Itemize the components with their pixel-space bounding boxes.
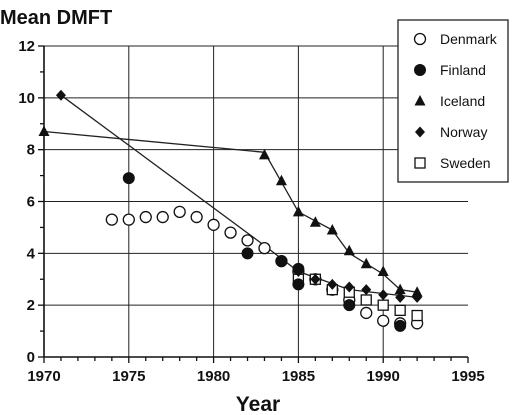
data-point-denmark xyxy=(377,314,390,327)
data-point-norway xyxy=(412,291,423,303)
data-point-denmark xyxy=(190,210,203,224)
data-point-norway xyxy=(327,278,338,290)
data-point-denmark xyxy=(241,234,254,247)
data-point-norway xyxy=(310,273,321,285)
data-point-denmark xyxy=(173,205,186,219)
legend-marker-sweden xyxy=(414,157,426,169)
data-point-denmark xyxy=(224,226,237,239)
data-point-norway xyxy=(344,281,355,293)
data-point-denmark xyxy=(258,241,271,255)
x-tick-label: 1970 xyxy=(27,368,60,385)
data-point-norway xyxy=(395,291,406,303)
x-tick-label: 1975 xyxy=(112,368,145,385)
data-point-norway xyxy=(378,289,389,301)
legend-label-norway: Norway xyxy=(440,124,487,140)
data-point-norway xyxy=(361,284,372,296)
x-tick-label: 1980 xyxy=(197,368,230,385)
tick-labels: 0 2 4 6 8 10 12 1970 1975 1980 1985 1990 1995 xyxy=(18,38,484,385)
legend-label-iceland: Iceland xyxy=(440,93,485,109)
x-tick-label: 1985 xyxy=(282,368,315,385)
legend-label-denmark: Denmark xyxy=(440,31,498,47)
data-point-iceland xyxy=(394,283,406,295)
data-point-sweden xyxy=(411,309,423,322)
data-point-finland xyxy=(343,299,356,312)
axes xyxy=(38,45,469,363)
data-point-denmark xyxy=(156,210,169,224)
data-point-denmark xyxy=(360,306,373,320)
data-point-iceland xyxy=(411,286,423,297)
legend-marker-denmark xyxy=(413,32,427,46)
y-tick-label: 0 xyxy=(27,349,35,366)
data-point-iceland xyxy=(343,244,355,256)
data-point-finland xyxy=(394,319,407,332)
data-point-iceland xyxy=(38,125,50,137)
x-tick-label: 1995 xyxy=(451,368,484,385)
legend-label-finland: Finland xyxy=(440,62,486,78)
data-points xyxy=(38,89,424,332)
data-point-finland xyxy=(241,247,254,260)
data-point-denmark xyxy=(122,213,135,226)
data-point-iceland xyxy=(292,205,304,217)
data-point-sweden xyxy=(377,299,389,311)
data-point-sweden xyxy=(360,294,372,306)
data-point-sweden xyxy=(394,304,406,317)
y-axis-title: Mean DMFT xyxy=(0,7,112,29)
legend-box xyxy=(397,19,509,183)
legend-marker-norway xyxy=(415,126,425,138)
trend-line-iceland xyxy=(43,130,418,293)
data-point-norway xyxy=(55,89,66,101)
data-point-iceland xyxy=(258,148,270,160)
y-tick-label: 10 xyxy=(18,90,35,107)
data-point-iceland xyxy=(309,216,321,227)
x-axis-title: Year xyxy=(236,393,280,415)
data-point-denmark xyxy=(105,213,118,226)
y-tick-label: 4 xyxy=(27,245,36,262)
y-tick-label: 12 xyxy=(18,38,35,55)
data-point-finland xyxy=(292,262,305,275)
data-point-iceland xyxy=(360,257,372,269)
legend-marker-iceland xyxy=(414,95,426,106)
data-point-iceland xyxy=(326,224,338,235)
y-tick-label: 2 xyxy=(27,297,35,314)
data-point-iceland xyxy=(377,265,389,276)
legend-marker-finland xyxy=(414,64,426,76)
x-tick-label: 1990 xyxy=(367,368,400,385)
trend-lines xyxy=(43,94,418,299)
data-point-denmark xyxy=(139,210,152,224)
y-tick-label: 6 xyxy=(27,194,35,211)
data-point-finland xyxy=(275,255,288,268)
data-point-finland xyxy=(292,278,305,291)
data-point-iceland xyxy=(275,174,287,186)
data-point-denmark xyxy=(207,218,220,231)
y-tick-label: 8 xyxy=(27,142,35,159)
data-point-finland xyxy=(122,172,135,185)
legend-label-sweden: Sweden xyxy=(440,155,491,171)
legend: Denmark Finland Iceland Norway Sweden xyxy=(397,19,509,183)
